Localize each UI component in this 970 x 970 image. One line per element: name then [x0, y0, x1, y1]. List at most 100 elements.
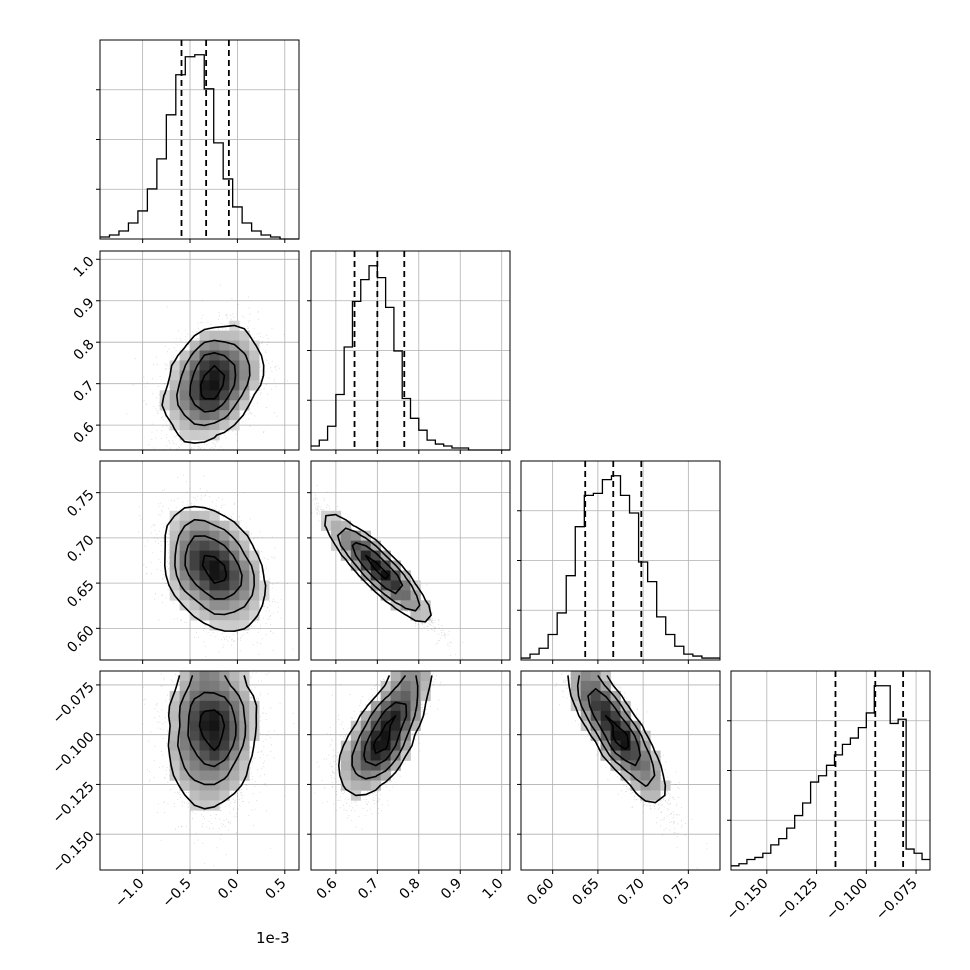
pair-3-0-density-cell	[199, 690, 210, 702]
pair-3-0-density-cell	[199, 800, 210, 811]
pair-3-0-density-cell	[199, 760, 210, 771]
pair-2-0-ytick-label-3: 0.75	[64, 487, 97, 520]
pair-3-2-density-cell	[630, 750, 641, 761]
pair-3-1-density-cell	[400, 690, 411, 702]
pair-3-0-density-cell	[189, 680, 200, 692]
pair-3-2-density-cell	[590, 690, 601, 702]
pair-3-1-density-cell	[350, 720, 362, 731]
pair-3-1-density-cell	[370, 700, 381, 712]
pair-3-2-density-cell	[610, 730, 621, 741]
pair-2-1-density-cell	[360, 570, 371, 581]
pair-1-0-density-cell	[199, 360, 210, 371]
pair-1-0-density-cell	[169, 410, 180, 421]
hist-panel-3: −0.150 −0.125 −0.100 −0.075	[724, 670, 931, 924]
pair-1-0-contour-2	[176, 339, 251, 427]
pair-2-0-density-cell	[229, 540, 240, 551]
pair-3-1-density-cell	[390, 700, 401, 712]
pair-1-0-density-cell	[209, 330, 220, 341]
pair-2-1-density-cell	[370, 550, 381, 561]
pair-3-0-density-cell	[169, 750, 180, 761]
pair-3-2-density-cell	[610, 720, 621, 731]
pair-2-0-ytick-label-1: 0.65	[64, 577, 97, 610]
pair-2-1-density-cell	[400, 580, 411, 591]
pair-1-0-density-cell	[199, 430, 210, 441]
pair-3-0-density-cell	[169, 730, 180, 741]
pair-1-0-density-cell	[229, 350, 240, 361]
pair-3-0-density-cell	[219, 760, 230, 771]
pair-3-2-frame	[520, 670, 721, 871]
pair-3-2-density-cell	[650, 770, 661, 781]
pair-3-2-density-cell	[610, 690, 621, 702]
pair-3-0-density-cell	[199, 750, 210, 761]
pair-2-1-density-cell	[390, 580, 401, 591]
pair-3-2-density-cell	[610, 760, 621, 771]
pair-1-0-density-cell	[179, 420, 190, 431]
pair-2-0-density-cell	[169, 520, 180, 531]
pair-1-0-density-cell	[169, 420, 180, 431]
pair-3-2-density-cell	[650, 790, 661, 801]
pair-2-0-density-cell	[229, 570, 240, 581]
pair-1-0-density-cell	[189, 380, 200, 391]
pair-3-2-density-cell	[630, 770, 641, 781]
pair-3-0-ytick-label-0: −0.150	[50, 829, 98, 877]
pair-3-0-density-cell	[169, 690, 180, 702]
pair-3-2-density-cell	[570, 671, 581, 682]
pair-3-1-xtick-label-0: 0.6	[314, 875, 341, 902]
pair-3-0-density-cell	[219, 780, 230, 791]
pair-3-0-density-cell	[179, 760, 190, 771]
pair-2-0-density-cell	[219, 550, 230, 561]
pair-3-2-xtick-label-3: 0.75	[660, 876, 693, 909]
pair-3-1-xtick-label-1: 0.7	[355, 876, 382, 903]
pair-2-1-contour-3	[324, 513, 432, 623]
pair-3-1-density-cell	[380, 770, 391, 781]
pair-3-1-contour-0	[372, 715, 397, 755]
pair-3-2-contour-3	[567, 675, 667, 804]
pair-3-0-density-cell	[179, 720, 190, 731]
pair-3-1-density-cell	[410, 690, 421, 702]
pair-2-0-density-cell	[179, 540, 190, 551]
pair-3-2-density-cell	[630, 780, 641, 791]
pair-1-0-ytick-label-1: 0.7	[71, 378, 98, 405]
pair-3-0-content	[142, 671, 295, 867]
pair-2-0-density-cell	[169, 530, 180, 541]
pair-3-0-density-cell	[209, 790, 220, 801]
pair-2-0-density-cell	[199, 610, 210, 621]
pair-3-1-density-cell	[340, 760, 352, 771]
pair-2-1-density-cell	[360, 530, 371, 541]
pair-3-1-xtick-label-4: 1.0	[479, 876, 506, 903]
pair-3-1-density-cell	[370, 750, 381, 761]
pair-3-0-density-cell	[209, 740, 220, 751]
pair-2-1-density-cell	[370, 560, 381, 571]
pair-2-0-density-cell	[189, 540, 200, 551]
pair-2-0-density-cell	[239, 530, 250, 541]
pair-3-0-density-cell	[219, 770, 230, 781]
pair-3-0-density-cell	[199, 680, 210, 692]
pair-2-0-density-cell	[179, 570, 190, 581]
pair-3-0-density-cell	[249, 720, 260, 731]
pair-2-0-density-cell	[219, 570, 230, 581]
pair-3-0-ytick-label-2: −0.100	[50, 729, 98, 777]
pair-3-1-density-cell	[370, 710, 381, 722]
pair-1-0-density-cell	[209, 370, 220, 381]
pair-3-2-density-cell	[610, 750, 621, 761]
pair-2-0-ytick-label-0: 0.60	[64, 623, 97, 656]
pair-1-0-density-cell	[179, 390, 190, 401]
pair-1-0-density-cell	[209, 410, 220, 421]
pair-2-0-density-cell	[219, 520, 230, 531]
pair-1-0-contour-3	[161, 324, 265, 444]
pair-1-0-density-cell	[219, 360, 230, 371]
pair-2-0-contour-1	[184, 535, 243, 600]
pair-2-0-ytick-label-2: 0.70	[64, 532, 97, 565]
pair-3-1-contour-1	[363, 701, 408, 767]
pair-2-1-density-cell	[340, 530, 352, 541]
hist-panel-0	[96, 39, 300, 243]
pair-3-0-density-cell	[199, 710, 210, 722]
pair-3-2-panel: 0.60 0.65 0.70 0.75	[517, 670, 721, 909]
pair-2-0-density-cell	[199, 510, 210, 521]
pair-3-2-density-cell	[620, 730, 631, 741]
pair-3-1-density-cell	[390, 680, 401, 692]
pair-2-0-density-cell	[199, 570, 210, 581]
hist-3-xtick-label-2: −0.100	[823, 876, 871, 924]
pair-3-0-density-cell	[189, 720, 200, 731]
pair-3-1-density-cell	[370, 730, 381, 741]
